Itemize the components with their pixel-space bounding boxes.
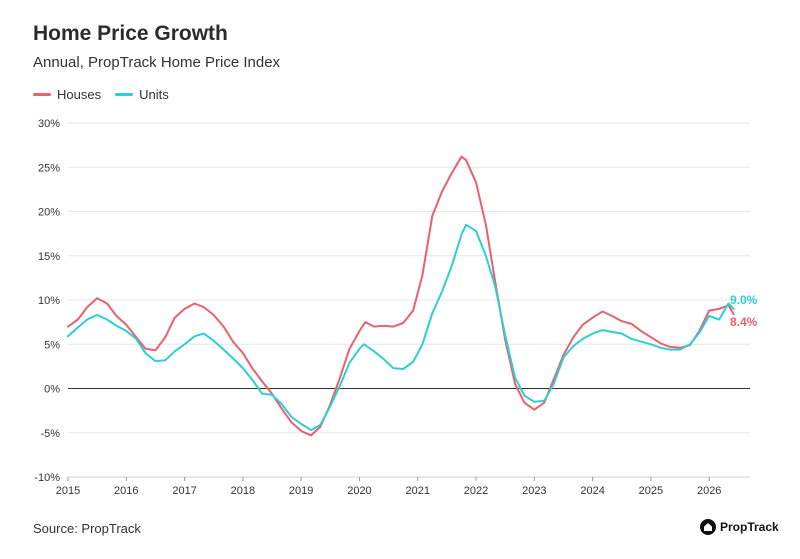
legend-label-units: Units bbox=[139, 87, 169, 102]
x-tick-label: 2018 bbox=[231, 485, 255, 497]
source-note: Source: PropTrack bbox=[33, 521, 141, 536]
y-tick-label: -10% bbox=[34, 472, 60, 484]
x-tick-label: 2015 bbox=[56, 485, 80, 497]
logo-text: PropTrack bbox=[720, 520, 779, 534]
legend: Houses Units bbox=[33, 87, 183, 102]
y-tick-label: 25% bbox=[38, 162, 60, 174]
legend-swatch-units bbox=[115, 93, 134, 96]
series-line-houses bbox=[67, 155, 735, 437]
y-tick-label: 0% bbox=[44, 384, 60, 396]
x-tick-label: 2025 bbox=[639, 485, 663, 497]
end-label-houses: 8.4% bbox=[730, 315, 758, 329]
x-tick-label: 2021 bbox=[406, 485, 430, 497]
end-label-units: 9.0% bbox=[730, 293, 758, 307]
x-tick-label: 2023 bbox=[522, 485, 546, 497]
legend-label-houses: Houses bbox=[57, 87, 102, 102]
x-tick-label: 2022 bbox=[464, 485, 488, 497]
y-tick-label: 20% bbox=[38, 207, 60, 219]
x-tick-label: 2020 bbox=[347, 485, 371, 497]
series-line-units bbox=[67, 223, 735, 432]
y-tick-label: 5% bbox=[44, 339, 60, 351]
chart-subtitle: Annual, PropTrack Home Price Index bbox=[33, 54, 281, 71]
chart-title: Home Price Growth bbox=[33, 22, 228, 45]
y-tick-label: 30% bbox=[38, 118, 60, 130]
x-tick-label: 2017 bbox=[172, 485, 196, 497]
x-tick-label: 2016 bbox=[114, 485, 138, 497]
proptrack-logo: PropTrack bbox=[700, 519, 779, 535]
house-icon bbox=[700, 519, 716, 535]
y-tick-label: -5% bbox=[40, 428, 60, 440]
legend-swatch-houses bbox=[33, 93, 51, 96]
legend-item-units: Units bbox=[115, 87, 169, 102]
y-tick-label: 10% bbox=[38, 295, 60, 307]
y-tick-label: 15% bbox=[38, 251, 60, 263]
legend-item-houses: Houses bbox=[33, 87, 101, 102]
x-tick-label: 2024 bbox=[580, 485, 604, 497]
x-tick-label: 2026 bbox=[697, 485, 721, 497]
x-tick-label: 2019 bbox=[289, 485, 313, 497]
